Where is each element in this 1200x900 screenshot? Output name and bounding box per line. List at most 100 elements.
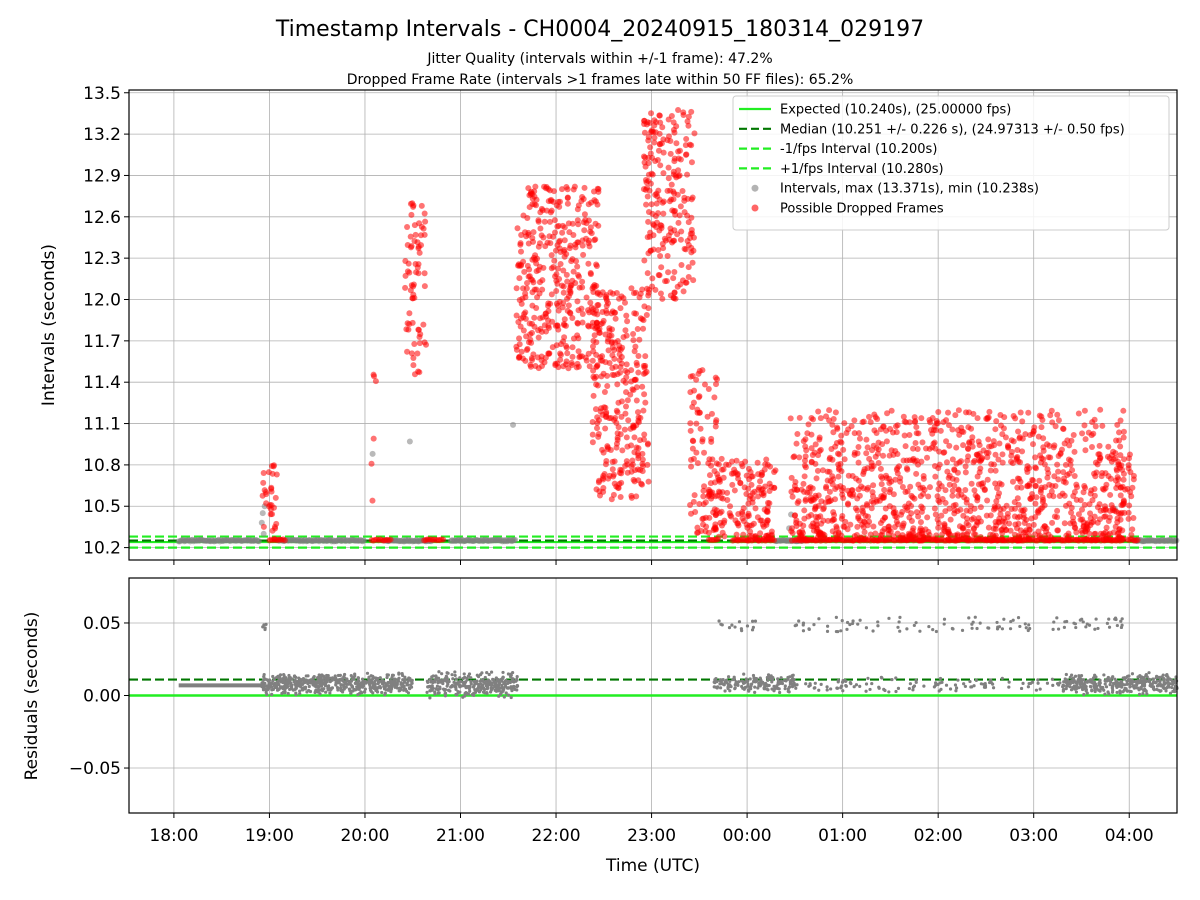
dropped-frame-point	[909, 527, 916, 534]
dropped-frame-point	[937, 427, 944, 434]
residual-point	[389, 678, 393, 683]
residual-point	[845, 627, 849, 631]
dropped-frame-point	[922, 445, 929, 452]
dropped-frame-point	[1103, 537, 1110, 544]
dropped-frame-point	[697, 425, 704, 432]
residual-point	[344, 681, 348, 685]
residual-point	[1144, 679, 1148, 683]
dropped-frame-point	[920, 473, 927, 480]
dropped-frame-point	[630, 423, 637, 430]
residual-point	[1173, 684, 1178, 688]
dropped-frame-point	[628, 285, 635, 292]
residual-point	[922, 684, 926, 688]
dropped-frame-point	[878, 481, 885, 488]
dropped-frame-point	[1055, 476, 1062, 483]
dropped-frame-point	[542, 243, 549, 250]
dropped-frame-point	[560, 283, 567, 290]
residual-point	[1089, 685, 1093, 689]
dropped-frame-point	[712, 374, 719, 381]
dropped-frame-point	[624, 369, 631, 376]
residual-point	[307, 684, 311, 689]
dropped-frame-point	[530, 229, 537, 236]
dropped-frame-point	[975, 456, 982, 463]
dropped-frame-point	[1126, 502, 1133, 509]
dropped-frame-point	[623, 434, 630, 441]
dropped-frame-point	[612, 315, 619, 322]
residual-point	[1127, 682, 1132, 686]
dropped-frame-point	[634, 409, 641, 416]
dropped-frame-point	[619, 447, 626, 454]
dropped-frame-point	[997, 511, 1004, 518]
dropped-frame-point	[1055, 468, 1062, 475]
residual-point	[301, 676, 306, 681]
residual-point	[974, 678, 978, 682]
dropped-frame-point	[1038, 413, 1045, 420]
dropped-frame-point	[1038, 484, 1045, 491]
dropped-frame-point	[688, 244, 695, 251]
dropped-frame-point	[1105, 518, 1112, 525]
dropped-frame-point	[531, 314, 538, 321]
residual-point	[1021, 681, 1025, 686]
dropped-frame-point	[815, 408, 822, 415]
dropped-frame-point	[842, 518, 849, 525]
residual-point	[1036, 678, 1040, 682]
dropped-frame-point	[607, 447, 614, 454]
residual-point	[461, 695, 465, 699]
residual-point	[866, 676, 870, 680]
dropped-frame-point	[1071, 448, 1078, 455]
residual-point	[330, 678, 334, 682]
residual-point	[356, 676, 360, 680]
dropped-frame-point	[260, 469, 267, 476]
dropped-frame-point	[787, 415, 794, 422]
dropped-frame-point	[988, 443, 995, 450]
dropped-frame-point	[593, 351, 600, 358]
dropped-frame-point	[802, 497, 809, 504]
dropped-frame-point	[895, 521, 902, 528]
residual-point	[261, 678, 266, 682]
intervals-y-tick-label: 12.0	[83, 291, 121, 311]
dropped-frame-point	[721, 533, 728, 540]
dropped-frame-point	[929, 444, 936, 451]
dropped-frame-point	[740, 531, 747, 538]
residual-point	[405, 683, 409, 687]
residual-point	[497, 694, 501, 698]
dropped-frame-point	[917, 519, 924, 526]
residual-point	[795, 683, 799, 687]
dropped-frame-point	[1091, 492, 1098, 499]
residual-point	[790, 682, 794, 686]
residual-point	[373, 679, 377, 684]
dropped-frame-point	[700, 501, 707, 508]
dropped-frame-point	[879, 441, 886, 448]
residual-point	[429, 680, 433, 684]
dropped-frame-point	[583, 220, 590, 227]
dropped-frame-point	[711, 467, 718, 474]
dropped-frame-point	[628, 468, 635, 475]
residual-point	[278, 685, 283, 689]
dropped-frame-point	[679, 188, 686, 195]
dropped-frame-point	[422, 218, 429, 225]
dropped-frame-point	[1052, 423, 1059, 430]
residual-point	[1068, 675, 1072, 679]
dropped-frame-point	[700, 493, 707, 500]
residual-point	[281, 680, 285, 685]
residual-point	[373, 685, 377, 689]
dropped-frame-point	[859, 504, 866, 511]
dropped-frame-point	[580, 196, 587, 203]
dropped-frame-point	[997, 422, 1004, 429]
dropped-frame-point	[691, 130, 698, 137]
dropped-frame-point	[823, 483, 830, 490]
dropped-frame-point	[595, 186, 602, 193]
dropped-frame-point	[591, 332, 598, 339]
dropped-frame-point	[840, 495, 847, 502]
residual-point	[968, 679, 972, 684]
residual-point	[1065, 683, 1069, 687]
dropped-frame-point	[872, 414, 879, 421]
dropped-frame-point	[970, 515, 977, 522]
residual-point	[834, 615, 838, 619]
dropped-frame-point	[715, 474, 722, 481]
dropped-frame-point	[875, 459, 882, 466]
dropped-frame-point	[861, 466, 868, 473]
dropped-frame-point	[745, 510, 752, 517]
dropped-frame-point	[530, 238, 537, 245]
residual-point	[453, 683, 457, 688]
